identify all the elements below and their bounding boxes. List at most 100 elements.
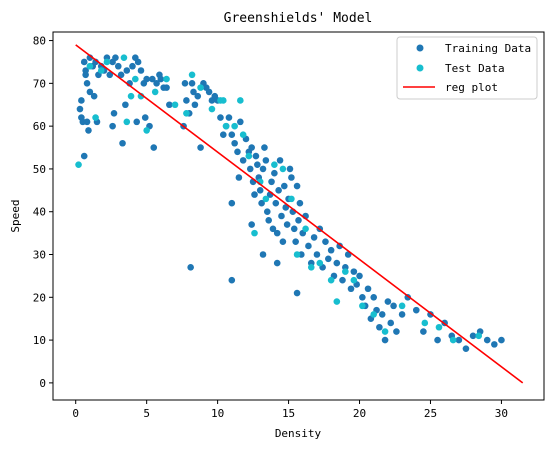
test-point	[475, 332, 483, 340]
training-point	[390, 302, 397, 310]
test-point	[293, 251, 301, 258]
chart-title: Greenshields' Model	[224, 11, 373, 26]
test-point	[421, 319, 429, 327]
x-tick-label: 15	[282, 407, 295, 420]
training-point	[305, 242, 312, 250]
training-point	[350, 268, 358, 275]
test-point	[237, 97, 244, 104]
training-point	[469, 332, 477, 340]
training-point	[265, 216, 272, 224]
y-tick-label: 60	[33, 120, 46, 133]
test-point	[171, 101, 179, 109]
training-point	[269, 225, 277, 233]
training-point	[356, 272, 363, 280]
training-point	[231, 139, 238, 147]
y-axis-label: Speed	[9, 199, 22, 232]
test-point	[327, 276, 335, 284]
training-point	[262, 157, 270, 164]
training-point	[259, 251, 267, 258]
training-point	[491, 341, 498, 348]
test-point	[75, 161, 82, 168]
test-point	[449, 336, 457, 344]
test-point	[92, 114, 99, 121]
training-point	[268, 178, 275, 186]
training-point	[157, 75, 165, 83]
legend-label-reg: reg plot	[445, 81, 498, 94]
training-point	[498, 336, 505, 344]
plot-frame	[52, 31, 545, 401]
training-point	[462, 345, 470, 352]
training-point	[455, 336, 463, 344]
test-point	[370, 311, 378, 318]
test-point	[262, 195, 270, 203]
training-point	[78, 97, 85, 104]
training-point	[283, 221, 291, 228]
training-point	[114, 62, 122, 70]
test-point	[151, 88, 159, 96]
training-point	[313, 251, 321, 258]
training-point	[85, 127, 92, 134]
training-point	[181, 80, 189, 87]
test-point	[288, 195, 295, 203]
training-point	[246, 165, 254, 173]
y-tick-label: 40	[33, 206, 46, 219]
test-data-series	[75, 54, 483, 344]
training-point	[393, 328, 400, 335]
training-point	[80, 58, 88, 66]
training-point	[109, 122, 116, 130]
training-point	[276, 157, 284, 164]
training-point	[141, 114, 149, 121]
training-point	[434, 336, 441, 344]
test-point	[222, 122, 230, 130]
test-point	[342, 268, 349, 275]
training-point	[398, 311, 406, 318]
training-point	[237, 118, 244, 126]
training-point	[252, 152, 260, 160]
x-tick-label: 30	[495, 407, 508, 420]
training-point	[137, 67, 145, 74]
training-point	[259, 165, 267, 173]
training-point	[327, 246, 335, 254]
training-point	[261, 144, 268, 151]
training-point	[271, 169, 278, 177]
training-point	[197, 144, 204, 151]
test-point	[333, 298, 341, 305]
x-axis: 0 5 10 15 20 25 30	[72, 400, 508, 420]
training-point	[292, 238, 299, 245]
training-point	[190, 88, 197, 96]
training-point	[188, 80, 196, 87]
legend-frame	[396, 36, 538, 100]
training-point	[273, 229, 281, 237]
test-point	[435, 323, 443, 331]
test-point	[208, 105, 216, 113]
training-point	[384, 298, 392, 305]
y-tick-label: 50	[33, 163, 46, 176]
test-point	[183, 110, 190, 117]
training-point	[90, 92, 98, 100]
y-axis: 0 10 20 30 40 50 60 70 80	[33, 35, 53, 390]
training-point	[296, 199, 304, 207]
training-point	[248, 221, 255, 228]
training-point	[234, 148, 241, 156]
training-point	[191, 101, 199, 109]
training-point	[273, 259, 281, 267]
training-point	[310, 234, 318, 241]
training-point	[387, 319, 395, 327]
training-point	[187, 264, 194, 271]
test-point	[219, 97, 227, 104]
y-tick-label: 80	[33, 35, 46, 48]
legend-label-test: Test Data	[445, 62, 505, 75]
training-point	[364, 285, 372, 293]
test-point	[239, 131, 247, 138]
test-point	[359, 302, 366, 310]
training-point	[83, 118, 91, 126]
training-point	[333, 259, 341, 267]
training-point	[153, 80, 160, 87]
training-point	[183, 97, 190, 104]
training-point	[412, 306, 420, 314]
test-point	[398, 302, 406, 310]
test-point	[251, 229, 258, 237]
test-point	[97, 67, 105, 74]
y-tick-label: 10	[33, 334, 46, 347]
training-point	[166, 101, 173, 109]
